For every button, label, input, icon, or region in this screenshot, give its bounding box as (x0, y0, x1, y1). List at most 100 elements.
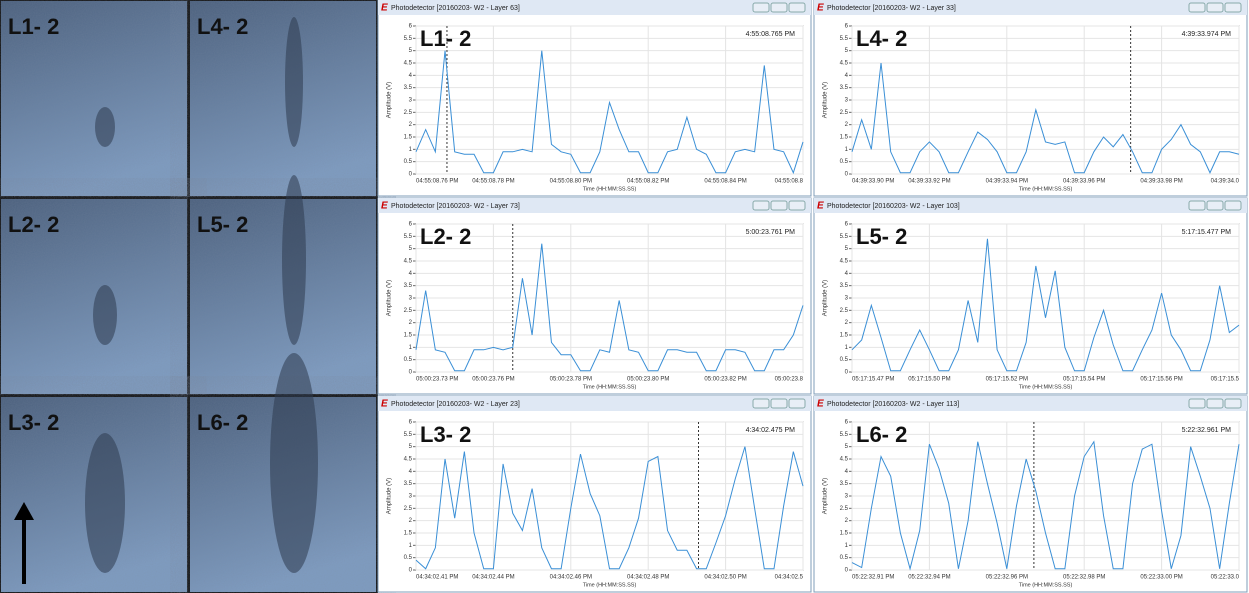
x-tick-label: 05:17:15.50 PM (908, 377, 950, 383)
x-tick-label: 04:55:08.78 PM (472, 179, 514, 185)
window-button[interactable] (771, 201, 787, 210)
x-tick-label: 04:55:08.8 (775, 179, 804, 185)
x-tick-label: 04:55:08.80 PM (550, 179, 592, 185)
window-button[interactable] (753, 399, 769, 408)
image-label: L3- 2 (8, 410, 59, 435)
y-axis-label: Amplitude (V) (387, 82, 393, 118)
x-tick-label: 04:34:02.46 PM (550, 575, 592, 581)
window-button[interactable] (789, 201, 805, 210)
y-tick-label: 4.5 (404, 61, 413, 67)
window-title: Photodetector [20160203- W2 - Layer 113] (827, 401, 959, 408)
panel-label: L5- 2 (856, 224, 907, 249)
x-tick-label: 05:22:33.0 (1211, 575, 1240, 581)
x-tick-label: 04:55:08.82 PM (627, 179, 669, 185)
x-axis-label: Time (HH:MM:SS.SS) (583, 384, 637, 390)
app-icon: E (381, 399, 388, 410)
x-tick-label: 04:39:33.98 PM (1140, 179, 1182, 185)
y-tick-label: 3.5 (840, 481, 849, 487)
y-tick-label: 2.5 (404, 110, 413, 116)
x-tick-label: 04:34:02.44 PM (472, 575, 514, 581)
x-axis-label: Time (HH:MM:SS.SS) (1019, 582, 1073, 588)
y-tick-label: 2.5 (404, 308, 413, 314)
panel-label: L2- 2 (420, 224, 471, 249)
window-button[interactable] (789, 3, 805, 12)
figure: L1- 2L4- 2L2- 2L5- 2L3- 2L6- 2EPhotodete… (0, 0, 1249, 593)
x-axis-label: Time (HH:MM:SS.SS) (1019, 384, 1073, 390)
window-button[interactable] (1189, 201, 1205, 210)
window-button[interactable] (1189, 3, 1205, 12)
window-button[interactable] (789, 399, 805, 408)
y-tick-label: 5.5 (840, 432, 849, 438)
panel-label: L3- 2 (420, 422, 471, 447)
window-button[interactable] (1225, 201, 1241, 210)
window-button[interactable] (753, 3, 769, 12)
x-tick-label: 05:17:15.54 PM (1063, 377, 1105, 383)
y-tick-label: 2.5 (840, 506, 849, 512)
image-label: L4- 2 (197, 14, 248, 39)
x-tick-label: 04:34:02.48 PM (627, 575, 669, 581)
y-axis-label: Amplitude (V) (387, 280, 393, 316)
timestamp: 4:55:08.765 PM (746, 31, 796, 38)
window-button[interactable] (1225, 3, 1241, 12)
x-axis-label: Time (HH:MM:SS.SS) (583, 186, 637, 192)
x-tick-label: 05:17:15.47 PM (852, 377, 894, 383)
app-icon: E (381, 3, 388, 14)
app-icon: E (817, 201, 824, 212)
window-title: Photodetector [20160203- W2 - Layer 103] (827, 203, 960, 210)
y-axis-label: Amplitude (V) (823, 82, 829, 118)
x-tick-label: 05:00:23.76 PM (472, 377, 514, 383)
window-button[interactable] (1225, 399, 1241, 408)
window-button[interactable] (1189, 399, 1205, 408)
y-axis-label: Amplitude (V) (823, 280, 829, 316)
window-button[interactable] (1207, 3, 1223, 12)
page: {"images":[{"label":"L1- 2"},{"label":"L… (0, 0, 1249, 593)
window-title: Photodetector [20160203- W2 - Layer 23] (391, 401, 520, 408)
window-button[interactable] (1207, 201, 1223, 210)
panel-label: L6- 2 (856, 422, 907, 447)
melt-pool (93, 285, 117, 345)
y-tick-label: 5.5 (840, 234, 849, 240)
window-title: Photodetector [20160203- W2 - Layer 33] (827, 5, 956, 12)
y-axis-label: Amplitude (V) (823, 478, 829, 514)
x-tick-label: 04:39:33.96 PM (1063, 179, 1105, 185)
y-tick-label: 0.5 (840, 357, 849, 363)
x-tick-label: 05:17:15.52 PM (986, 377, 1028, 383)
x-tick-label: 05:22:32.96 PM (986, 575, 1028, 581)
x-tick-label: 05:22:32.98 PM (1063, 575, 1105, 581)
x-tick-label: 05:22:32.94 PM (908, 575, 950, 581)
x-tick-label: 04:39:34.0 (1211, 179, 1240, 185)
x-tick-label: 04:39:33.94 PM (986, 179, 1028, 185)
y-tick-label: 0.5 (404, 159, 413, 165)
y-tick-label: 4.5 (840, 61, 849, 67)
window-button[interactable] (771, 399, 787, 408)
app-icon: E (817, 399, 824, 410)
x-tick-label: 04:34:02.5 (775, 575, 804, 581)
y-axis-label: Amplitude (V) (387, 478, 393, 514)
y-tick-label: 3.5 (404, 283, 413, 289)
y-tick-label: 1.5 (840, 531, 849, 537)
x-tick-label: 05:00:23.78 PM (550, 377, 592, 383)
window-title: Photodetector [20160203- W2 - Layer 73] (391, 203, 520, 210)
image-label: L1- 2 (8, 14, 59, 39)
y-tick-label: 5.5 (404, 36, 413, 42)
x-axis-label: Time (HH:MM:SS.SS) (583, 582, 637, 588)
melt-pool (282, 175, 306, 345)
timestamp: 5:00:23.761 PM (746, 229, 796, 236)
panel-label: L4- 2 (856, 26, 907, 51)
y-tick-label: 3.5 (404, 481, 413, 487)
y-tick-label: 5.5 (840, 36, 849, 42)
window-button[interactable] (1207, 399, 1223, 408)
melt-pool (285, 17, 303, 147)
image-label: L2- 2 (8, 212, 59, 237)
image-label: L6- 2 (197, 410, 248, 435)
image-label: L5- 2 (197, 212, 248, 237)
window-button[interactable] (753, 201, 769, 210)
y-tick-label: 4.5 (404, 259, 413, 265)
window-button[interactable] (771, 3, 787, 12)
y-tick-label: 3.5 (840, 85, 849, 91)
x-tick-label: 04:39:33.92 PM (908, 179, 950, 185)
panel-label: L1- 2 (420, 26, 471, 51)
app-icon: E (817, 3, 824, 14)
x-tick-label: 05:00:23.82 PM (704, 377, 746, 383)
y-tick-label: 0.5 (404, 555, 413, 561)
